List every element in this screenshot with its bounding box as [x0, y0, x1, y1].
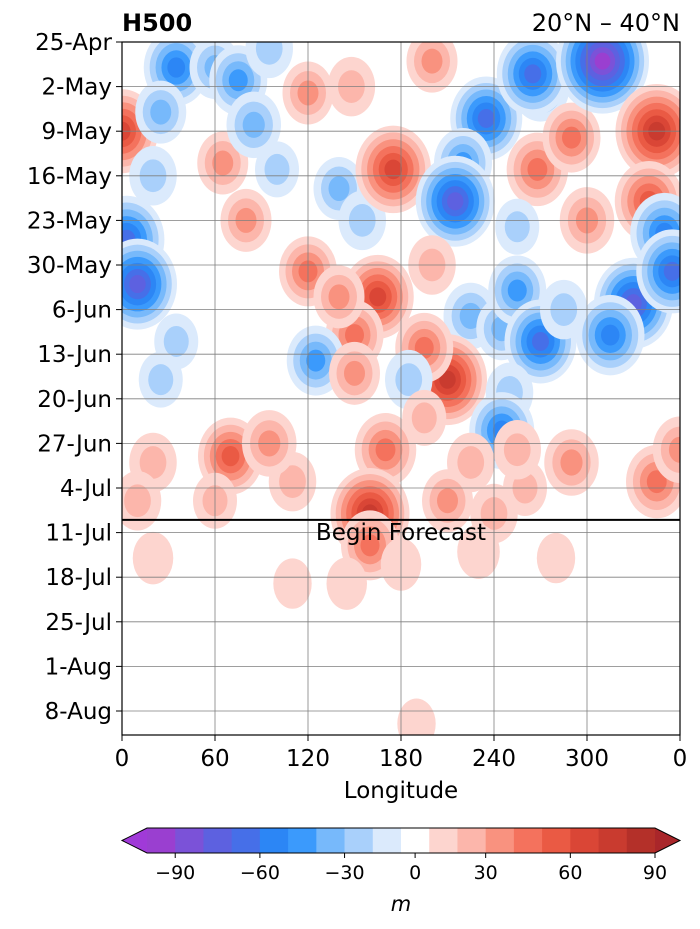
colorbar-tick-label: −60 — [240, 862, 280, 884]
x-tick-label: 0 — [115, 746, 130, 772]
colorbar-band — [288, 828, 317, 853]
y-tick-label: 9-May — [42, 119, 112, 145]
anomaly-cell — [506, 132, 569, 207]
x-axis-label: Longitude — [344, 778, 458, 804]
y-tick-label: 18-Jul — [45, 565, 112, 591]
anomaly-cell — [313, 265, 365, 329]
colorbar-extend-low — [122, 828, 147, 853]
colorbar-tick-label: 90 — [643, 862, 667, 884]
anomaly-cell — [397, 698, 436, 735]
x-tick-label: 240 — [472, 746, 516, 772]
colorbar-tick-label: 60 — [558, 862, 582, 884]
anomaly-cell — [226, 91, 281, 159]
region-label: 20°N – 40°N — [532, 9, 680, 37]
anomaly-field — [122, 42, 680, 735]
colorbar-band — [401, 828, 430, 853]
anomaly-cell — [544, 429, 599, 496]
y-tick-label: 30-May — [27, 253, 112, 279]
y-tick-label: 20-Jun — [37, 387, 112, 413]
y-tick-label: 11-Jul — [45, 521, 112, 547]
anomaly-cell — [493, 420, 541, 480]
colorbar-band — [457, 828, 487, 853]
colorbar-band — [231, 828, 261, 853]
anomaly-cell — [576, 294, 645, 376]
colorbar-band — [259, 828, 289, 853]
colorbar-band — [626, 828, 656, 853]
colorbar-band — [344, 828, 374, 853]
anomaly-cell — [536, 532, 576, 584]
y-tick-label: 23-May — [27, 208, 112, 234]
x-tick-label: 180 — [379, 746, 423, 772]
anomaly-cell — [122, 471, 162, 531]
anomaly-cell — [255, 141, 299, 198]
x-tick-label: 0 — [673, 746, 688, 772]
anomaly-cell — [422, 469, 473, 533]
anomaly-cell — [138, 351, 183, 408]
x-tick-label: 120 — [286, 746, 330, 772]
y-axis: 25-Apr 2-May 9-May 16-May 23-May 30-May 6-Jun 1… — [27, 30, 122, 725]
forecast-label: Begin Forecast — [316, 520, 486, 546]
anomaly-cell — [415, 155, 495, 247]
y-tick-label: 1-Aug — [45, 654, 112, 680]
anomaly-cell — [355, 125, 431, 214]
anomaly-cell — [495, 198, 540, 255]
y-tick-label: 16-May — [27, 164, 112, 190]
colorbar-outline — [120, 827, 682, 854]
colorbar-tick-label: 0 — [409, 862, 421, 884]
y-tick-label: 13-Jun — [37, 342, 112, 368]
colorbar-band — [429, 828, 458, 853]
anomaly-cell — [326, 557, 367, 610]
colorbar-band — [316, 828, 345, 853]
colorbar-band — [542, 828, 571, 853]
x-tick-label: 60 — [200, 746, 229, 772]
x-axis: 0 60 120 180 240 300 0 — [115, 735, 688, 772]
anomaly-cell — [636, 229, 680, 314]
y-tick-label: 8-Aug — [45, 699, 112, 725]
colorbar-band — [147, 828, 176, 853]
colorbar-tick-label: 30 — [474, 862, 498, 884]
anomaly-cell — [245, 42, 293, 79]
colorbar-band — [570, 828, 599, 853]
y-tick-label: 27-Jun — [37, 431, 112, 457]
anomaly-cell — [132, 531, 174, 585]
anomaly-cell — [457, 524, 500, 580]
anomaly-cell — [273, 558, 312, 609]
anomaly-cell — [402, 389, 447, 446]
colorbar-tick-label: −30 — [325, 862, 365, 884]
y-tick-label: 25-Jul — [45, 610, 112, 636]
colorbar-tick-label: −90 — [155, 862, 195, 884]
anomaly-cell — [556, 42, 649, 114]
colorbar-band — [598, 828, 628, 853]
colorbar-extend-high — [655, 828, 680, 853]
colorbar-unit-label: m — [391, 892, 411, 916]
anomaly-cell — [652, 416, 680, 484]
colorbar-band — [513, 828, 543, 853]
y-tick-label: 2-May — [42, 75, 112, 101]
colorbar: −90 −60 −30 0 30 60 90 m — [120, 827, 682, 916]
colorbar-band — [175, 828, 204, 853]
y-tick-label: 6-Jun — [52, 298, 112, 324]
colorbar-band — [485, 828, 515, 853]
anomaly-cell — [329, 341, 380, 405]
colorbar-band — [203, 828, 233, 853]
colorbar-band — [372, 828, 402, 853]
x-tick-label: 300 — [565, 746, 609, 772]
y-tick-label: 4-Jul — [60, 476, 112, 502]
anomaly-cell — [406, 42, 458, 93]
anomaly-cell — [122, 238, 177, 330]
anomaly-cell — [135, 80, 187, 144]
anomaly-cell — [496, 42, 569, 116]
anomaly-cell — [542, 102, 601, 173]
chart-title: H500 — [122, 9, 192, 37]
y-tick-label: 25-Apr — [35, 30, 112, 56]
